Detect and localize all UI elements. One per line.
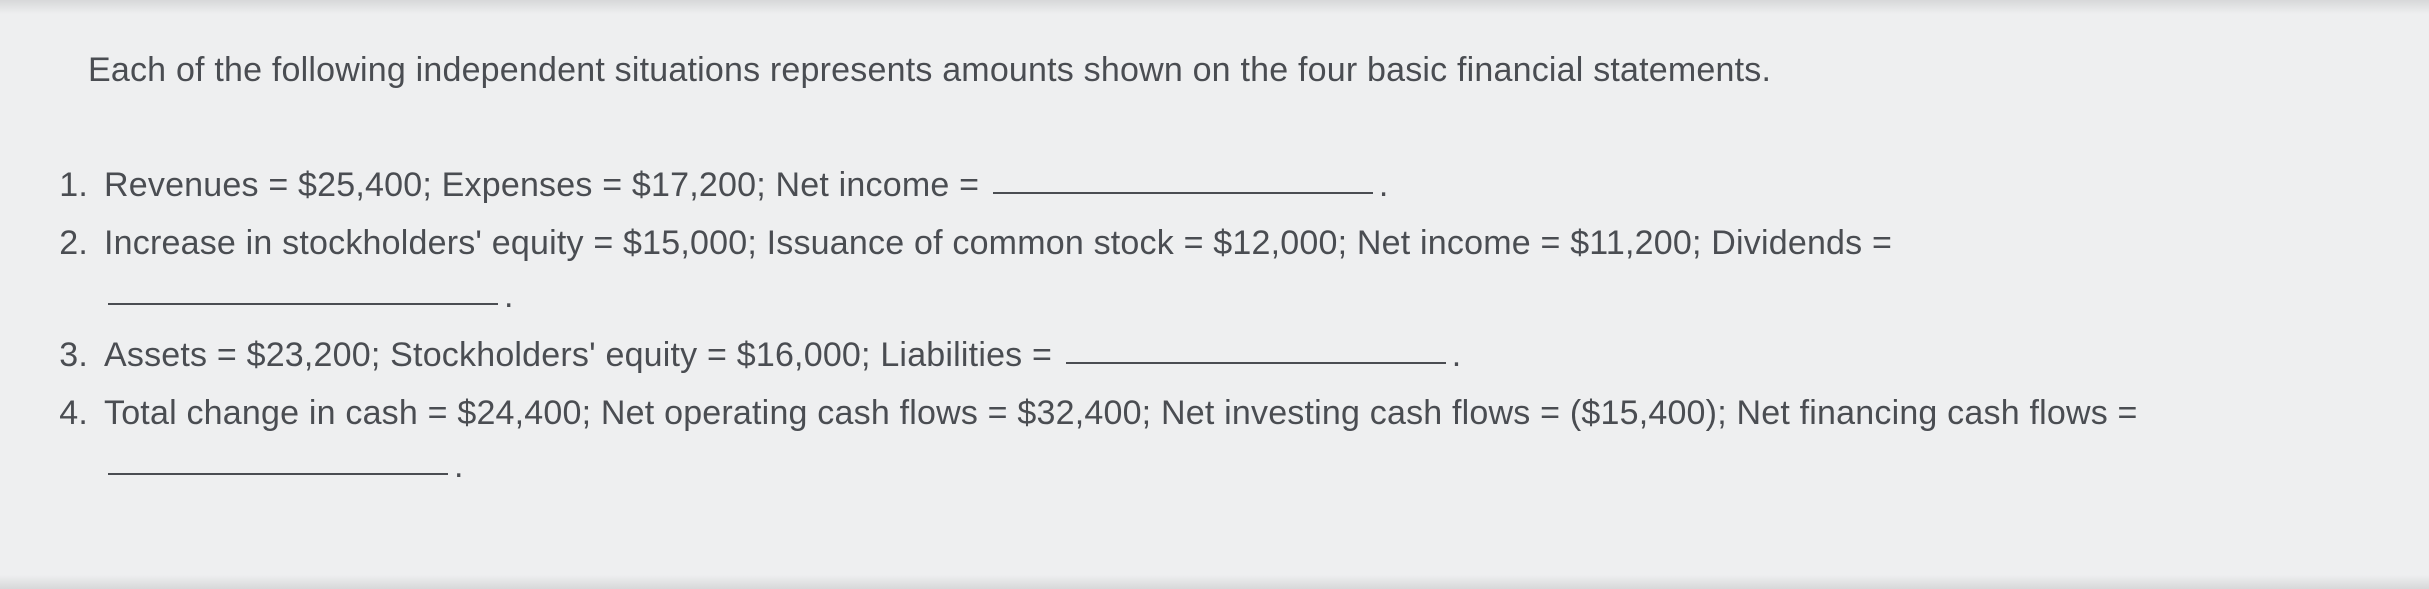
question-item-2: 2. Increase in stockholders' equity = $1… bbox=[40, 217, 2389, 322]
question-list: 1. Revenues = $25,400; Expenses = $17,20… bbox=[40, 159, 2389, 493]
item-text-post: . bbox=[504, 277, 514, 315]
item-number: 3. bbox=[40, 329, 88, 382]
item-text-post: . bbox=[1379, 166, 1389, 204]
fill-blank bbox=[993, 160, 1373, 194]
fill-blank bbox=[1066, 330, 1446, 364]
question-item-1: 1. Revenues = $25,400; Expenses = $17,20… bbox=[40, 159, 2389, 212]
vignette-top bbox=[0, 0, 2429, 14]
vignette-bottom bbox=[0, 575, 2429, 589]
fill-blank bbox=[108, 441, 448, 475]
item-text-post: . bbox=[1452, 336, 1462, 374]
question-item-3: 3. Assets = $23,200; Stockholders' equit… bbox=[40, 329, 2389, 382]
item-text-post: . bbox=[454, 447, 464, 485]
item-number: 1. bbox=[40, 159, 88, 212]
item-number: 2. bbox=[40, 217, 88, 270]
question-page: Each of the following independent situat… bbox=[0, 0, 2429, 589]
fill-blank bbox=[108, 271, 498, 305]
item-text-pre: Total change in cash = $24,400; Net oper… bbox=[104, 394, 2138, 432]
item-text-pre: Assets = $23,200; Stockholders' equity =… bbox=[104, 336, 1062, 374]
intro-text: Each of the following independent situat… bbox=[88, 44, 2389, 97]
item-text-pre: Increase in stockholders' equity = $15,0… bbox=[104, 224, 1892, 262]
item-number: 4. bbox=[40, 387, 88, 440]
item-text-pre: Revenues = $25,400; Expenses = $17,200; … bbox=[104, 166, 989, 204]
question-item-4: 4. Total change in cash = $24,400; Net o… bbox=[40, 387, 2389, 492]
